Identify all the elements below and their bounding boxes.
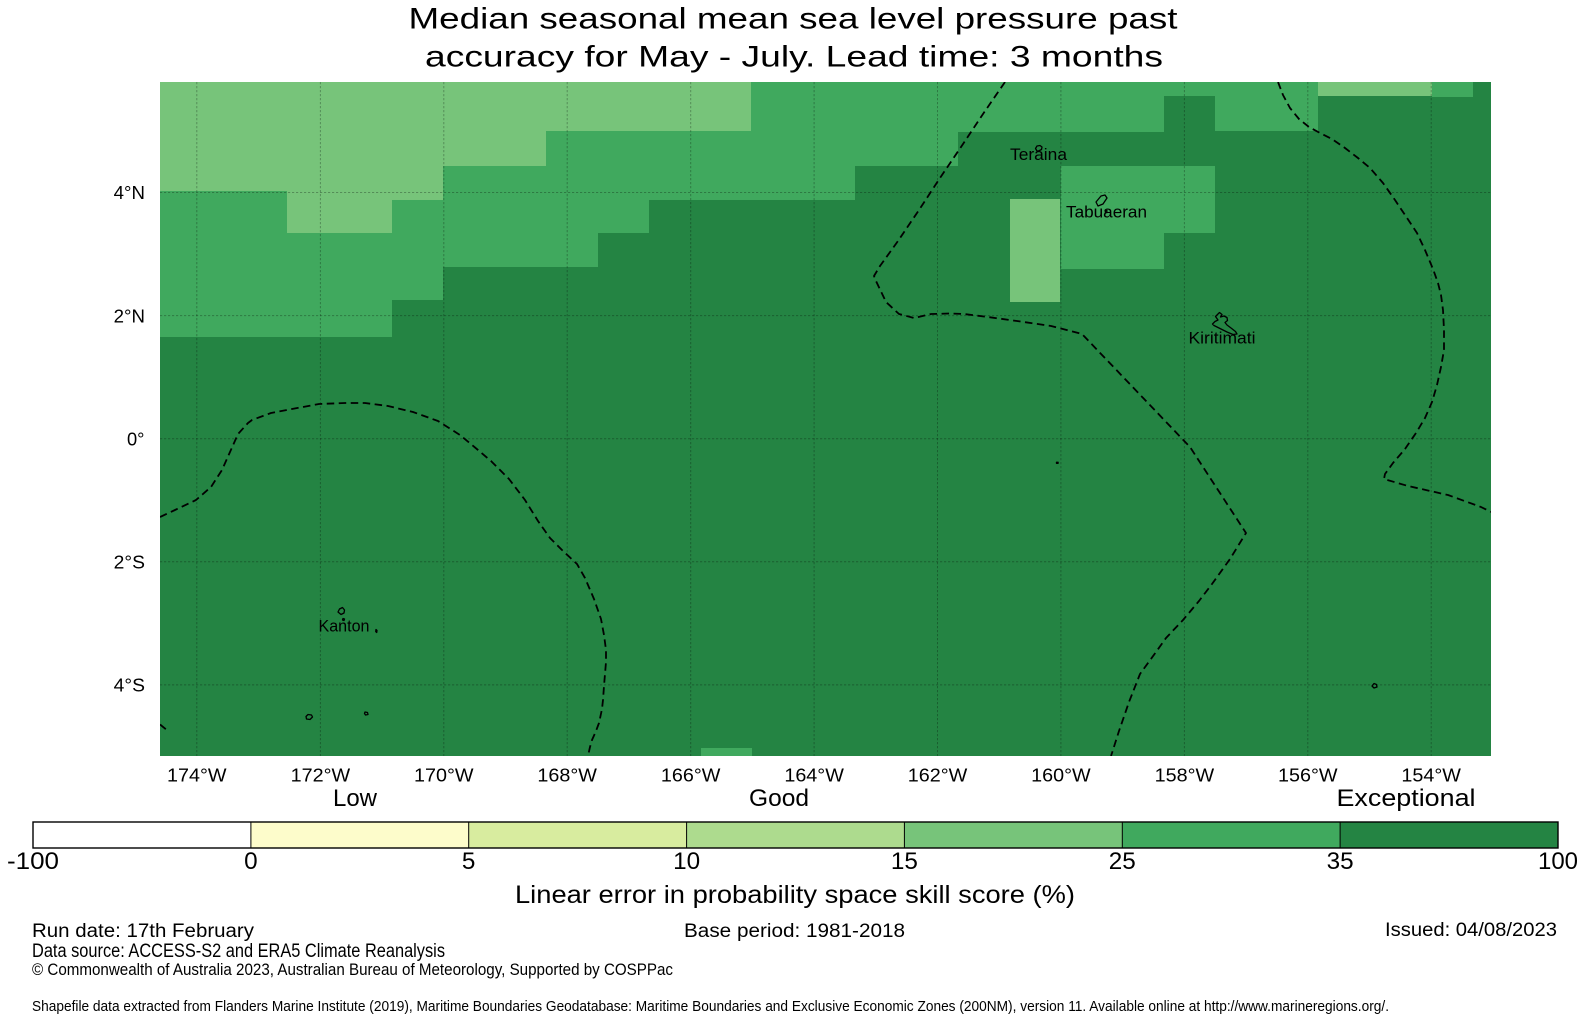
svg-text:Issued: 04/08/2023: Issued: 04/08/2023 xyxy=(1385,920,1557,941)
svg-text:156°W: 156°W xyxy=(1278,766,1338,786)
svg-text:Median seasonal mean sea level: Median seasonal mean sea level pressure … xyxy=(409,3,1179,36)
svg-text:154°W: 154°W xyxy=(1401,766,1461,786)
svg-text:Base period: 1981-2018: Base period: 1981-2018 xyxy=(684,921,905,942)
svg-text:170°W: 170°W xyxy=(414,766,474,786)
svg-text:Data source: ACCESS-S2 and ERA: Data source: ACCESS-S2 and ERA5 Climate … xyxy=(32,941,445,962)
svg-text:15: 15 xyxy=(891,848,918,875)
svg-text:160°W: 160°W xyxy=(1031,766,1091,786)
svg-text:© Commonwealth of Australia 20: © Commonwealth of Australia 2023, Austra… xyxy=(32,960,673,979)
svg-text:Tabuaeran: Tabuaeran xyxy=(1066,203,1147,222)
svg-text:0°: 0° xyxy=(127,429,145,449)
svg-text:100: 100 xyxy=(1538,848,1578,875)
svg-text:172°W: 172°W xyxy=(291,766,351,786)
svg-text:Run date: 17th February: Run date: 17th February xyxy=(32,921,255,942)
svg-text:4°N: 4°N xyxy=(114,183,145,203)
svg-text:Kiritimati: Kiritimati xyxy=(1189,329,1256,348)
svg-text:Low: Low xyxy=(333,785,378,812)
svg-text:10: 10 xyxy=(673,848,700,875)
svg-text:Good: Good xyxy=(749,785,809,812)
svg-text:166°W: 166°W xyxy=(661,766,721,786)
svg-text:2°N: 2°N xyxy=(114,306,145,326)
svg-text:2°S: 2°S xyxy=(114,553,145,573)
svg-text:Teraina: Teraina xyxy=(1010,145,1068,164)
svg-text:164°W: 164°W xyxy=(784,766,844,786)
svg-text:158°W: 158°W xyxy=(1155,766,1215,786)
svg-text:Exceptional: Exceptional xyxy=(1337,785,1476,812)
svg-text:0: 0 xyxy=(244,848,258,875)
svg-text:5: 5 xyxy=(462,848,476,875)
svg-text:25: 25 xyxy=(1109,848,1136,875)
svg-text:168°W: 168°W xyxy=(537,766,597,786)
svg-text:accuracy for May - July. Lead: accuracy for May - July. Lead time: 3 mo… xyxy=(425,41,1163,74)
svg-text:Kanton: Kanton xyxy=(319,617,370,636)
svg-text:174°W: 174°W xyxy=(167,766,227,786)
svg-text:162°W: 162°W xyxy=(908,766,968,786)
svg-text:Linear error in probability sp: Linear error in probability space skill … xyxy=(515,881,1075,909)
svg-text:4°S: 4°S xyxy=(114,676,145,696)
svg-text:-100: -100 xyxy=(7,848,59,875)
svg-text:Shapefile data extracted from: Shapefile data extracted from Flanders M… xyxy=(32,999,1389,1015)
svg-text:35: 35 xyxy=(1327,848,1354,875)
